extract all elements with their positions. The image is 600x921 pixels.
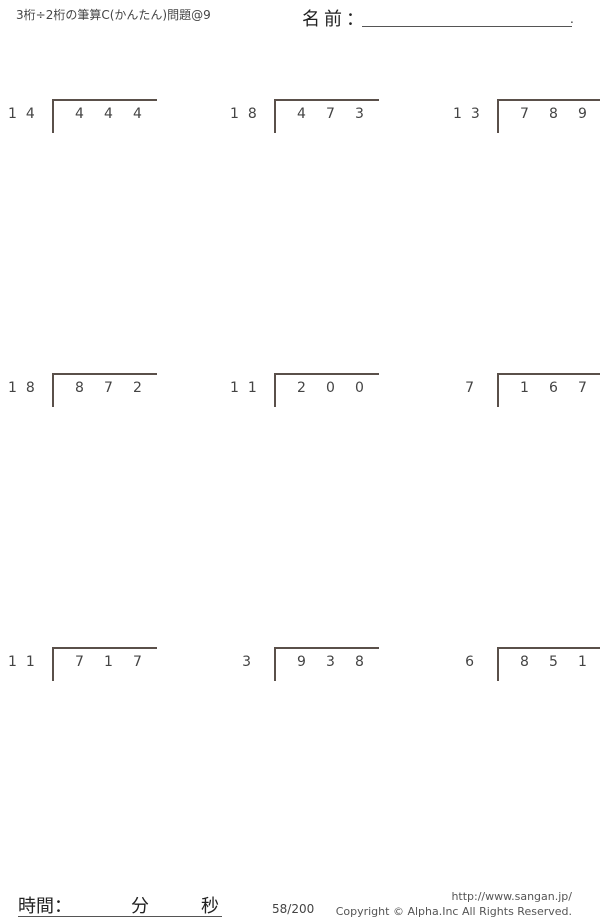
dividend: 8 7 2 — [75, 380, 162, 396]
dividend: 1 6 7 — [520, 380, 600, 396]
division-bracket — [497, 373, 600, 407]
dividend-digit: 7 — [326, 106, 335, 122]
dividend-digit: 8 — [355, 654, 364, 670]
dividend-digit: 0 — [355, 380, 364, 396]
divisor-value: 13 — [453, 106, 489, 122]
divisor: 11 — [230, 380, 260, 396]
dividend-digit: 4 — [75, 106, 84, 122]
division-bracket — [274, 373, 379, 407]
dividend-digit: 7 — [520, 106, 529, 122]
dividend-digit: 9 — [578, 106, 587, 122]
division-problem: 7 1 6 7 — [453, 373, 600, 413]
dividend-digit: 8 — [520, 654, 529, 670]
page-number: 58/200 — [272, 902, 315, 916]
division-bracket — [497, 647, 600, 681]
name-end: . — [570, 12, 574, 26]
minutes-label: 分 — [131, 896, 149, 917]
divisor: 7 — [453, 380, 483, 396]
divisor: 6 — [453, 654, 483, 670]
dividend-digit: 2 — [297, 380, 306, 396]
division-problem: 11 7 1 7 — [8, 647, 198, 687]
divisor: 3 — [230, 654, 260, 670]
division-bracket — [497, 99, 600, 133]
dividend-digit: 7 — [133, 654, 142, 670]
dividend-digit: 0 — [326, 380, 335, 396]
dividend: 4 4 4 — [75, 106, 162, 122]
dividend: 4 7 3 — [297, 106, 384, 122]
division-problem: 6 8 5 1 — [453, 647, 600, 687]
name-line — [362, 26, 572, 27]
seconds-label: 秒 — [201, 896, 219, 917]
dividend-digit: 3 — [326, 654, 335, 670]
time-label: 時間： — [18, 896, 72, 917]
dividend-digit: 7 — [104, 380, 113, 396]
dividend: 2 0 0 — [297, 380, 384, 396]
divisor-value: 6 — [465, 654, 483, 670]
division-problem: 18 8 7 2 — [8, 373, 198, 413]
copyright: Copyright © Alpha.Inc All Rights Reserve… — [335, 905, 572, 918]
dividend-digit: 7 — [75, 654, 84, 670]
division-problem: 18 4 7 3 — [230, 99, 420, 139]
division-bracket — [52, 647, 157, 681]
time-field: 時間： 分 秒 — [18, 892, 222, 917]
divisor-value: 18 — [8, 380, 44, 396]
worksheet-title: 3桁÷2桁の筆算C(かんたん)問題@9 — [16, 8, 211, 22]
dividend-digit: 9 — [297, 654, 306, 670]
dividend-digit: 4 — [104, 106, 113, 122]
division-problem: 11 2 0 0 — [230, 373, 420, 413]
division-problem: 3 9 3 8 — [230, 647, 420, 687]
name-label: 名前： — [302, 9, 368, 30]
divisor-value: 14 — [8, 106, 44, 122]
dividend: 9 3 8 — [297, 654, 384, 670]
dividend-digit: 7 — [578, 380, 587, 396]
dividend-digit: 3 — [355, 106, 364, 122]
divisor-value: 11 — [230, 380, 266, 396]
division-bracket — [274, 99, 379, 133]
dividend: 7 8 9 — [520, 106, 600, 122]
site-url: http://www.sangan.jp/ — [451, 890, 572, 903]
divisor: 18 — [230, 106, 260, 122]
dividend-digit: 4 — [133, 106, 142, 122]
dividend-digit: 1 — [520, 380, 529, 396]
dividend-digit: 5 — [549, 654, 558, 670]
divisor: 11 — [8, 654, 38, 670]
dividend-digit: 1 — [578, 654, 587, 670]
dividend-digit: 8 — [75, 380, 84, 396]
divisor-value: 11 — [8, 654, 44, 670]
division-bracket — [52, 373, 157, 407]
divisor: 13 — [453, 106, 483, 122]
divisor-value: 18 — [230, 106, 266, 122]
dividend-digit: 6 — [549, 380, 558, 396]
dividend-digit: 2 — [133, 380, 142, 396]
divisor-value: 7 — [465, 380, 483, 396]
division-bracket — [52, 99, 157, 133]
divisor-value: 3 — [242, 654, 260, 670]
division-problem: 14 4 4 4 — [8, 99, 198, 139]
dividend-digit: 8 — [549, 106, 558, 122]
dividend: 7 1 7 — [75, 654, 162, 670]
division-problem: 13 7 8 9 — [453, 99, 600, 139]
dividend-digit: 4 — [297, 106, 306, 122]
dividend: 8 5 1 — [520, 654, 600, 670]
division-bracket — [274, 647, 379, 681]
divisor: 18 — [8, 380, 38, 396]
divisor: 14 — [8, 106, 38, 122]
dividend-digit: 1 — [104, 654, 113, 670]
